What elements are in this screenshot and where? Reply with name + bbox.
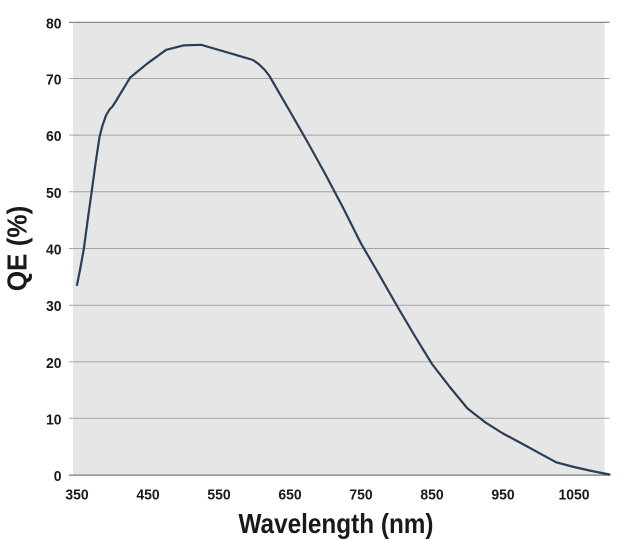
svg-text:70: 70 xyxy=(46,72,61,89)
svg-text:10: 10 xyxy=(46,412,61,429)
svg-text:550: 550 xyxy=(207,487,230,504)
svg-text:450: 450 xyxy=(136,487,159,504)
svg-text:20: 20 xyxy=(46,355,61,372)
svg-text:50: 50 xyxy=(46,185,61,202)
svg-text:30: 30 xyxy=(46,299,61,316)
svg-text:1050: 1050 xyxy=(559,487,590,504)
svg-text:650: 650 xyxy=(278,487,301,504)
svg-text:950: 950 xyxy=(491,487,514,504)
svg-text:750: 750 xyxy=(349,487,372,504)
svg-text:QE (%): QE (%) xyxy=(2,206,33,292)
svg-text:40: 40 xyxy=(46,242,61,259)
svg-text:60: 60 xyxy=(46,129,61,146)
svg-text:350: 350 xyxy=(65,487,88,504)
svg-text:850: 850 xyxy=(420,487,443,504)
svg-text:80: 80 xyxy=(46,16,61,33)
svg-text:Wavelength (nm): Wavelength (nm) xyxy=(238,508,433,540)
svg-text:0: 0 xyxy=(54,469,62,486)
